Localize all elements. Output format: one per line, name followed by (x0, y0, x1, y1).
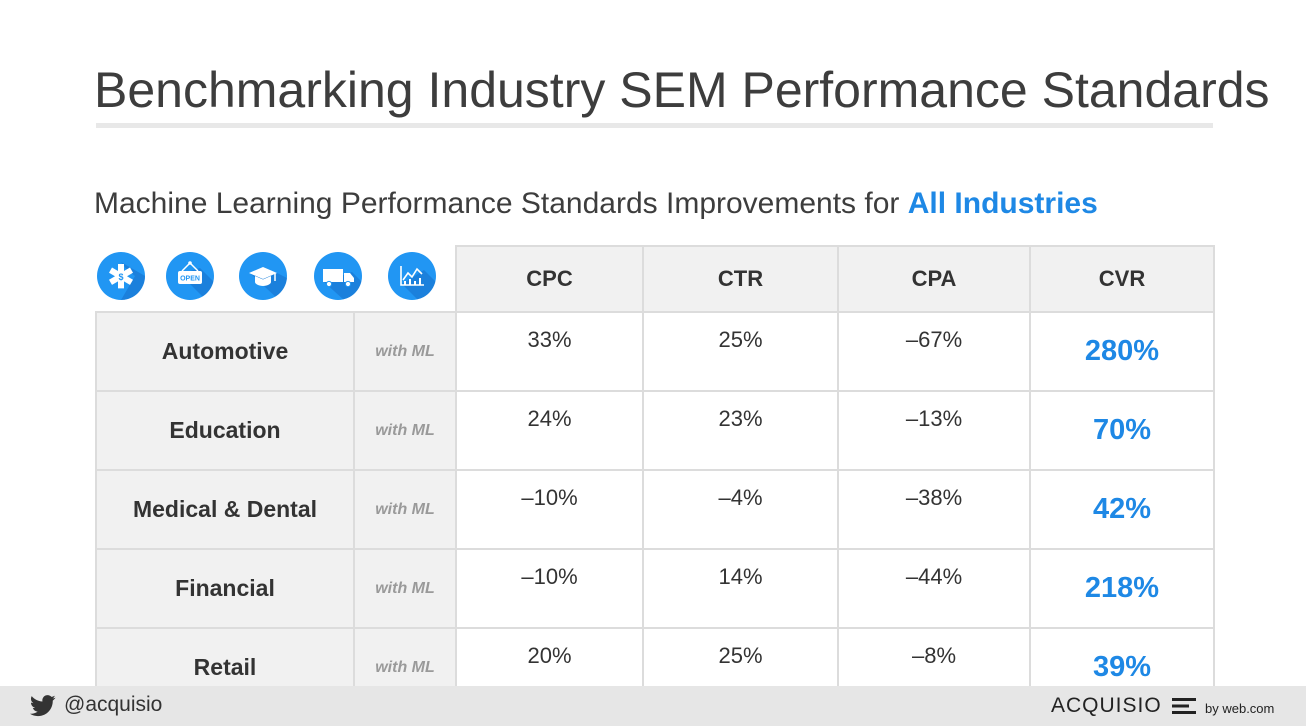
svg-text:$: $ (118, 272, 123, 282)
ml-tag: with ML (353, 469, 457, 550)
ctr-value: 14% (642, 548, 839, 629)
cpa-value: –13% (837, 390, 1031, 471)
footer-bar: @acquisio ACQUISIO by web.com (0, 686, 1306, 726)
cpc-value: 24% (455, 390, 644, 471)
truck-icon (314, 252, 362, 300)
brand-byline: by web.com (1205, 701, 1275, 716)
cpc-value: –10% (455, 548, 644, 629)
graduation-cap-icon (239, 252, 287, 300)
medical-icon: $ (97, 252, 145, 300)
ctr-value: 23% (642, 390, 839, 471)
cpa-value: –67% (837, 311, 1031, 392)
column-header-ctr: CTR (642, 245, 839, 313)
twitter-handle: @acquisio (64, 693, 163, 716)
table-row: Medical & Dental with ML –10% –4% –38% 4… (95, 469, 1215, 550)
cvr-value: 70% (1029, 390, 1215, 471)
ml-tag: with ML (353, 548, 457, 629)
industry-label: Automotive (95, 311, 355, 392)
finance-chart-icon (388, 252, 436, 300)
ctr-value: 25% (642, 311, 839, 392)
table-row: Education with ML 24% 23% –13% 70% (95, 390, 1215, 471)
cpc-value: –10% (455, 469, 644, 550)
cvr-value: 218% (1029, 548, 1215, 629)
industry-icons: $ OPEN (96, 252, 436, 304)
subtitle-text: Machine Learning Performance Standards I… (94, 187, 908, 220)
svg-text:OPEN: OPEN (180, 276, 200, 283)
industry-label: Medical & Dental (95, 469, 355, 550)
subtitle: Machine Learning Performance Standards I… (94, 184, 1098, 224)
table-row: Financial with ML –10% 14% –44% 218% (95, 548, 1215, 629)
cpa-value: –38% (837, 469, 1031, 550)
brand-logo: ACQUISIO (1051, 694, 1162, 717)
subtitle-highlight: All Industries (907, 187, 1098, 220)
table-row: Automotive with ML 33% 25% –67% 280% (95, 311, 1215, 392)
industry-label: Education (95, 390, 355, 471)
title-divider (96, 123, 1213, 128)
industry-label: Financial (95, 548, 355, 629)
cpc-value: 33% (455, 311, 644, 392)
ctr-value: –4% (642, 469, 839, 550)
brand-lines-icon (1172, 698, 1196, 714)
column-header-cpc: CPC (455, 245, 644, 313)
cpa-value: –44% (837, 548, 1031, 629)
performance-table: CPC CTR CPA CVR Automotive with ML 33% 2… (95, 245, 1215, 708)
twitter-bird-icon (30, 695, 56, 717)
column-header-cpa: CPA (837, 245, 1031, 313)
column-header-cvr: CVR (1029, 245, 1215, 313)
page-title: Benchmarking Industry SEM Performance St… (94, 62, 1270, 118)
cvr-value: 42% (1029, 469, 1215, 550)
ml-tag: with ML (353, 311, 457, 392)
cvr-value: 280% (1029, 311, 1215, 392)
ml-tag: with ML (353, 390, 457, 471)
open-sign-icon: OPEN (166, 252, 214, 300)
